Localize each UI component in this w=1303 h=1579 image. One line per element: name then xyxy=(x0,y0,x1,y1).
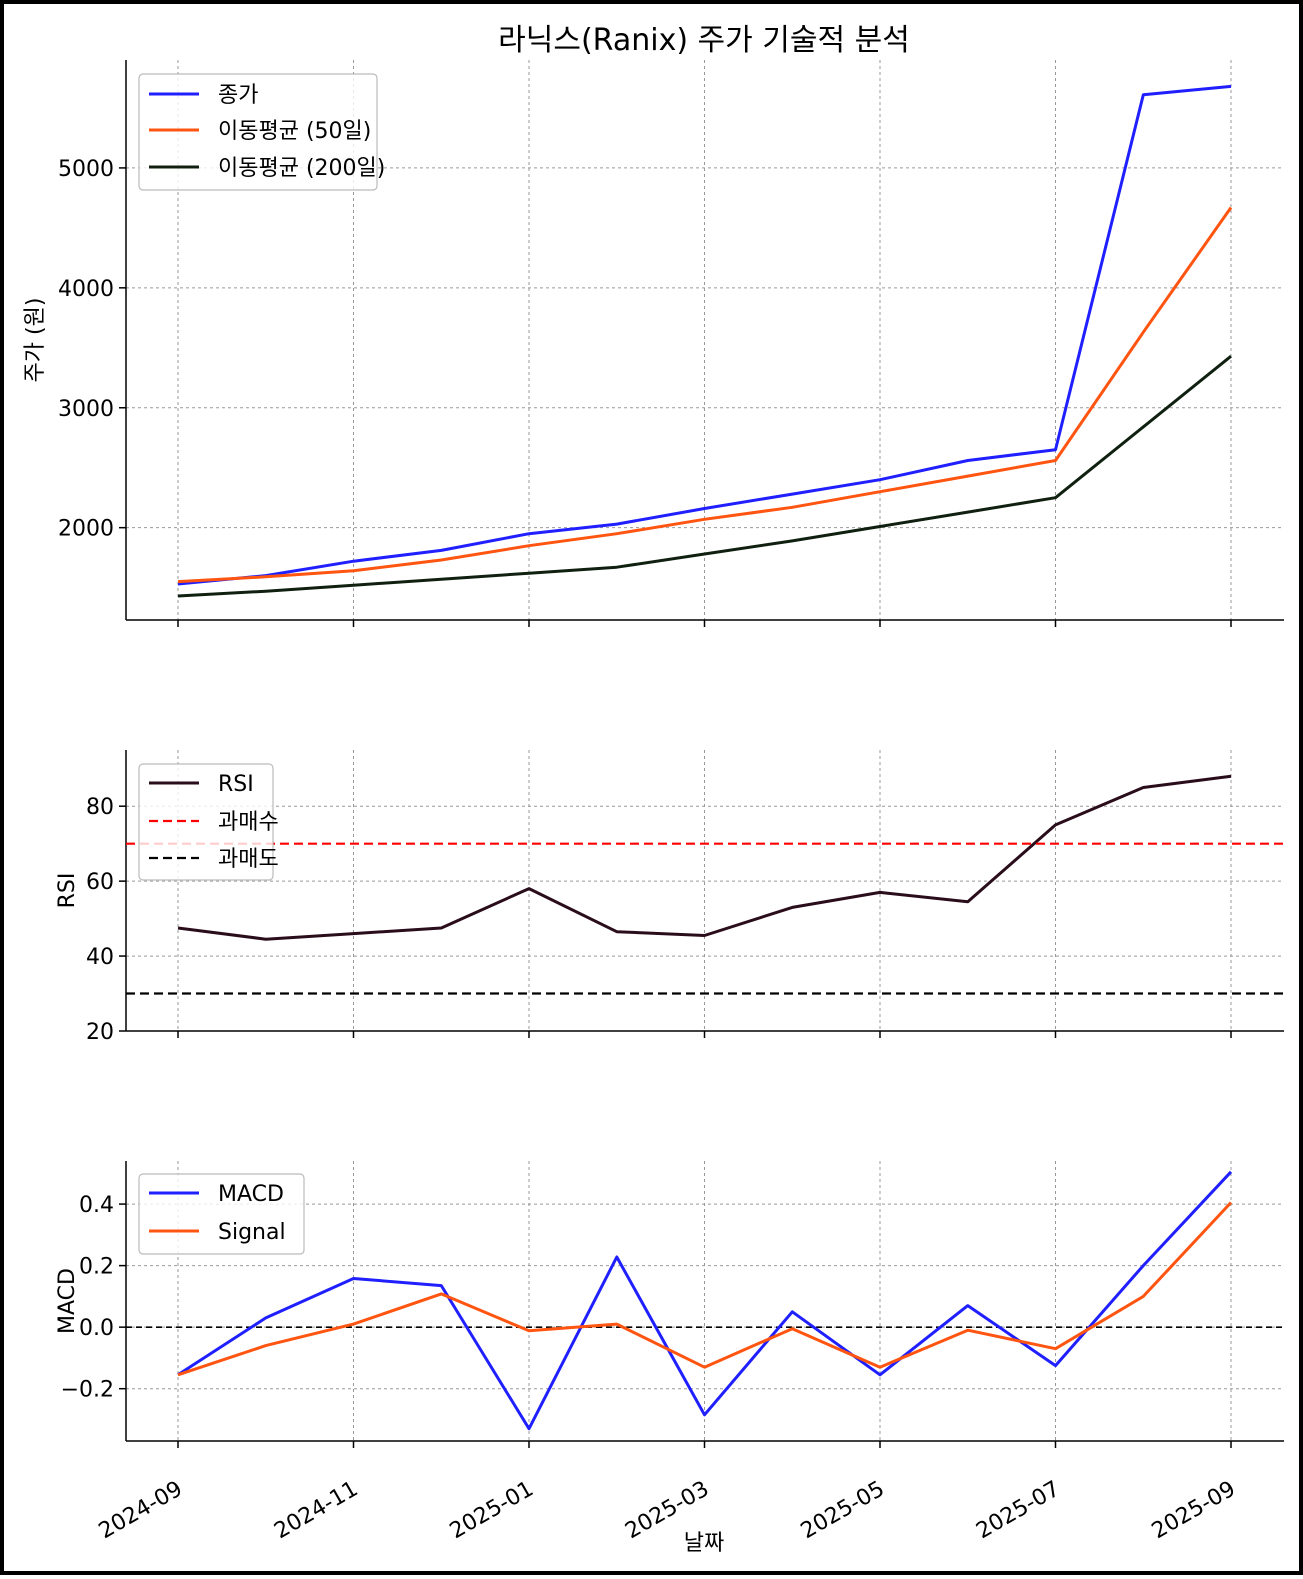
series-line-MACD xyxy=(177,1170,1233,1431)
y-tick-label: 0.4 xyxy=(79,1193,114,1218)
x-tick-label: 2024-09 xyxy=(95,1477,187,1545)
legend-label: 이동평균 (50일) xyxy=(218,119,371,144)
x-tick-label: 2025-01 xyxy=(446,1477,538,1545)
y-tick-label: 0.2 xyxy=(79,1255,114,1280)
legend-box xyxy=(138,763,274,881)
y-tick-label: 4000 xyxy=(58,277,114,302)
y-tick-label: 0.0 xyxy=(79,1316,114,1341)
legend-box xyxy=(138,73,378,191)
series-line-RSI xyxy=(177,774,1232,941)
legend-label: 과매도 xyxy=(218,847,279,872)
y-tick-label: 5000 xyxy=(58,157,114,182)
x-tick-label: 2025-09 xyxy=(1148,1477,1240,1545)
y-axis-label: 주가 (원) xyxy=(23,298,48,383)
series-line-Signal xyxy=(177,1201,1233,1377)
series-line-이동평균 (50일) xyxy=(177,206,1233,584)
y-tick-label: 80 xyxy=(86,795,114,820)
y-tick-label: 40 xyxy=(86,945,114,970)
chart-title: 라닉스(Ranix) 주가 기술적 분석 xyxy=(498,23,910,58)
panel-macd: −0.2 0.0 0.2 0.4 MACD MACD Signal xyxy=(55,1161,1284,1448)
legend-label: MACD xyxy=(218,1182,284,1207)
x-axis-label: 날짜 xyxy=(684,1531,724,1556)
x-tick-label: 2025-07 xyxy=(972,1477,1064,1545)
y-tick-label: −0.2 xyxy=(61,1378,114,1403)
legend-label: 종가 xyxy=(218,83,258,108)
series-line-이동평균 (200일) xyxy=(177,355,1232,598)
legend-label: RSI xyxy=(218,772,254,797)
y-axis-label: MACD xyxy=(55,1268,80,1334)
y-tick-label: 20 xyxy=(86,1020,114,1045)
legend-label: Signal xyxy=(218,1220,286,1245)
legend-label: 이동평균 (200일) xyxy=(218,156,385,181)
x-tick-label: 2025-05 xyxy=(797,1477,889,1545)
x-tick-label: 2024-11 xyxy=(270,1477,362,1545)
stock-analysis-chart: 라닉스(Ranix) 주가 기술적 분석 2000 3000 4000 5000 주가 (… xyxy=(23,23,1284,1556)
y-tick-label: 60 xyxy=(86,870,114,895)
y-tick-label: 2000 xyxy=(58,517,114,542)
series-line-종가 xyxy=(177,84,1232,586)
y-axis-label: RSI xyxy=(55,873,80,909)
legend-label: 과매수 xyxy=(218,810,279,835)
legend: MACD Signal xyxy=(138,1173,305,1255)
y-tick-label: 3000 xyxy=(58,397,114,422)
